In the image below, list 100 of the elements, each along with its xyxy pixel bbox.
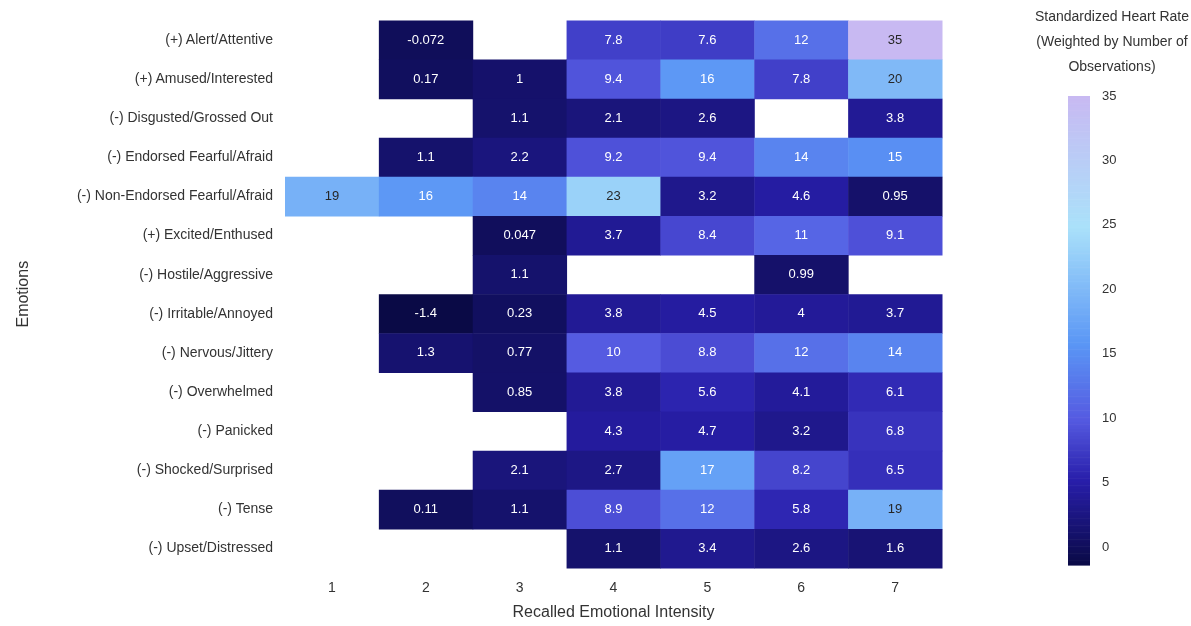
- data-label: 20: [887, 70, 903, 86]
- data-label: -0.072: [407, 31, 445, 47]
- data-label: 3.2: [698, 187, 717, 203]
- y-tick-label: (-) Irritable/Annoyed: [149, 304, 273, 321]
- data-label: 1.1: [510, 109, 529, 125]
- data-label: 3.8: [604, 383, 623, 399]
- data-label: 1.1: [416, 148, 435, 164]
- data-label: 2.1: [604, 109, 623, 125]
- y-tick-label: (-) Overwhelmed: [168, 382, 273, 399]
- data-label: 6.8: [886, 422, 905, 438]
- data-label: 0.85: [506, 383, 533, 399]
- data-label: 1.1: [604, 540, 623, 556]
- data-label: 3.4: [698, 540, 717, 556]
- data-label: 1.3: [416, 344, 435, 360]
- data-label: 2.2: [510, 148, 529, 164]
- data-label: 9.4: [698, 148, 717, 164]
- data-label: 10: [606, 344, 621, 360]
- data-label: 8.9: [604, 500, 623, 516]
- x-tick-label: 1: [328, 579, 337, 596]
- color-bar-label: 35: [1102, 87, 1117, 103]
- data-label: 0.11: [413, 500, 438, 516]
- data-label: 3.8: [886, 109, 905, 125]
- x-tick-label: 2: [421, 579, 430, 596]
- data-label: 8.8: [698, 344, 717, 360]
- data-label: 2.7: [604, 461, 623, 477]
- data-label: 3.8: [604, 305, 623, 321]
- data-label: 2.1: [510, 461, 529, 477]
- data-label: 14: [793, 148, 809, 164]
- data-label: 0.99: [788, 266, 814, 282]
- x-axis-title: Recalled Emotional Intensity: [512, 602, 715, 620]
- y-tick-label: (+) Excited/Enthused: [142, 226, 273, 243]
- data-label: 5.8: [792, 500, 811, 516]
- y-axis-title: Emotions: [14, 260, 32, 328]
- y-tick-label: (-) Hostile/Aggressive: [139, 265, 274, 282]
- data-label: 0.23: [506, 305, 533, 321]
- data-label: -1.4: [414, 305, 437, 321]
- data-label: 17: [700, 461, 715, 477]
- data-label: 12: [793, 31, 809, 47]
- data-label: 7.6: [698, 31, 717, 47]
- color-bar-title: Standardized Heart Rate (Weighted by Number of Observations): [1034, 7, 1190, 74]
- data-label: 6.5: [886, 461, 905, 477]
- data-label: 2.6: [792, 540, 811, 556]
- data-label: 1: [516, 70, 524, 86]
- color-bar-label: 25: [1102, 216, 1117, 232]
- data-label: 4.7: [698, 422, 717, 438]
- data-label: 8.2: [792, 461, 811, 477]
- x-tick-label: 5: [703, 579, 712, 596]
- data-label: 1.1: [510, 500, 529, 516]
- data-label: 12: [700, 500, 715, 516]
- data-label: 3.7: [604, 227, 623, 243]
- color-bar-label: 30: [1102, 152, 1117, 167]
- data-label: 11: [794, 227, 808, 243]
- x-tick-label: 6: [797, 579, 806, 596]
- y-tick-label: (+) Amused/Interested: [134, 69, 273, 86]
- data-label: 1.1: [510, 266, 529, 282]
- data-label: 9.1: [886, 227, 905, 243]
- data-label: 7.8: [604, 31, 623, 47]
- data-label: 0.77: [506, 344, 533, 360]
- data-label: 0.95: [882, 187, 908, 203]
- y-tick-label: (-) Nervous/Jittery: [161, 343, 273, 360]
- data-label: 15: [887, 148, 903, 164]
- data-label: 4.5: [698, 305, 717, 321]
- data-label: 16: [418, 187, 434, 203]
- data-label: 4.1: [792, 383, 811, 399]
- data-label: 8.4: [698, 227, 717, 243]
- data-label: 4: [797, 305, 805, 321]
- data-label: 23: [606, 187, 621, 203]
- data-label: 19: [324, 187, 340, 203]
- data-label: 16: [700, 70, 715, 86]
- data-label: 14: [512, 187, 527, 203]
- data-label: 2.6: [698, 109, 717, 125]
- data-label: 9.4: [604, 70, 623, 86]
- data-label: 14: [887, 344, 903, 360]
- data-label: 12: [793, 344, 809, 360]
- color-bar-label: 5: [1102, 474, 1110, 490]
- color-bar-label: 20: [1102, 280, 1117, 296]
- data-label: 0.17: [413, 70, 439, 86]
- data-label: 19: [887, 500, 903, 516]
- data-label: 0.047: [503, 227, 536, 243]
- y-tick-label: (-) Upset/Distressed: [148, 539, 273, 556]
- x-tick-label: 3: [515, 579, 524, 596]
- color-bar-label: 0: [1102, 538, 1110, 554]
- data-label: 35: [887, 31, 903, 47]
- data-label: 3.2: [792, 422, 811, 438]
- color-bar-label: 10: [1102, 409, 1117, 425]
- y-tick-label: (-) Panicked: [197, 421, 273, 438]
- data-label: 1.6: [886, 540, 905, 556]
- y-tick-label: (-) Non-Endorsed Fearful/Afraid: [76, 187, 273, 204]
- color-bar-label: 15: [1102, 345, 1117, 361]
- y-tick-label: (-) Endorsed Fearful/Afraid: [107, 148, 273, 165]
- data-label: 7.8: [792, 70, 811, 86]
- y-tick-label: (-) Shocked/Surprised: [136, 461, 273, 478]
- y-tick-label: (-) Tense: [218, 500, 274, 517]
- data-label: 6.1: [886, 383, 905, 399]
- y-tick-label: (-) Disgusted/Grossed Out: [109, 109, 274, 126]
- x-tick-label: 7: [891, 579, 900, 596]
- y-tick-label: (+) Alert/Attentive: [165, 30, 274, 47]
- data-label: 5.6: [698, 383, 717, 399]
- data-label: 4.6: [792, 187, 811, 203]
- data-label: 9.2: [604, 148, 623, 164]
